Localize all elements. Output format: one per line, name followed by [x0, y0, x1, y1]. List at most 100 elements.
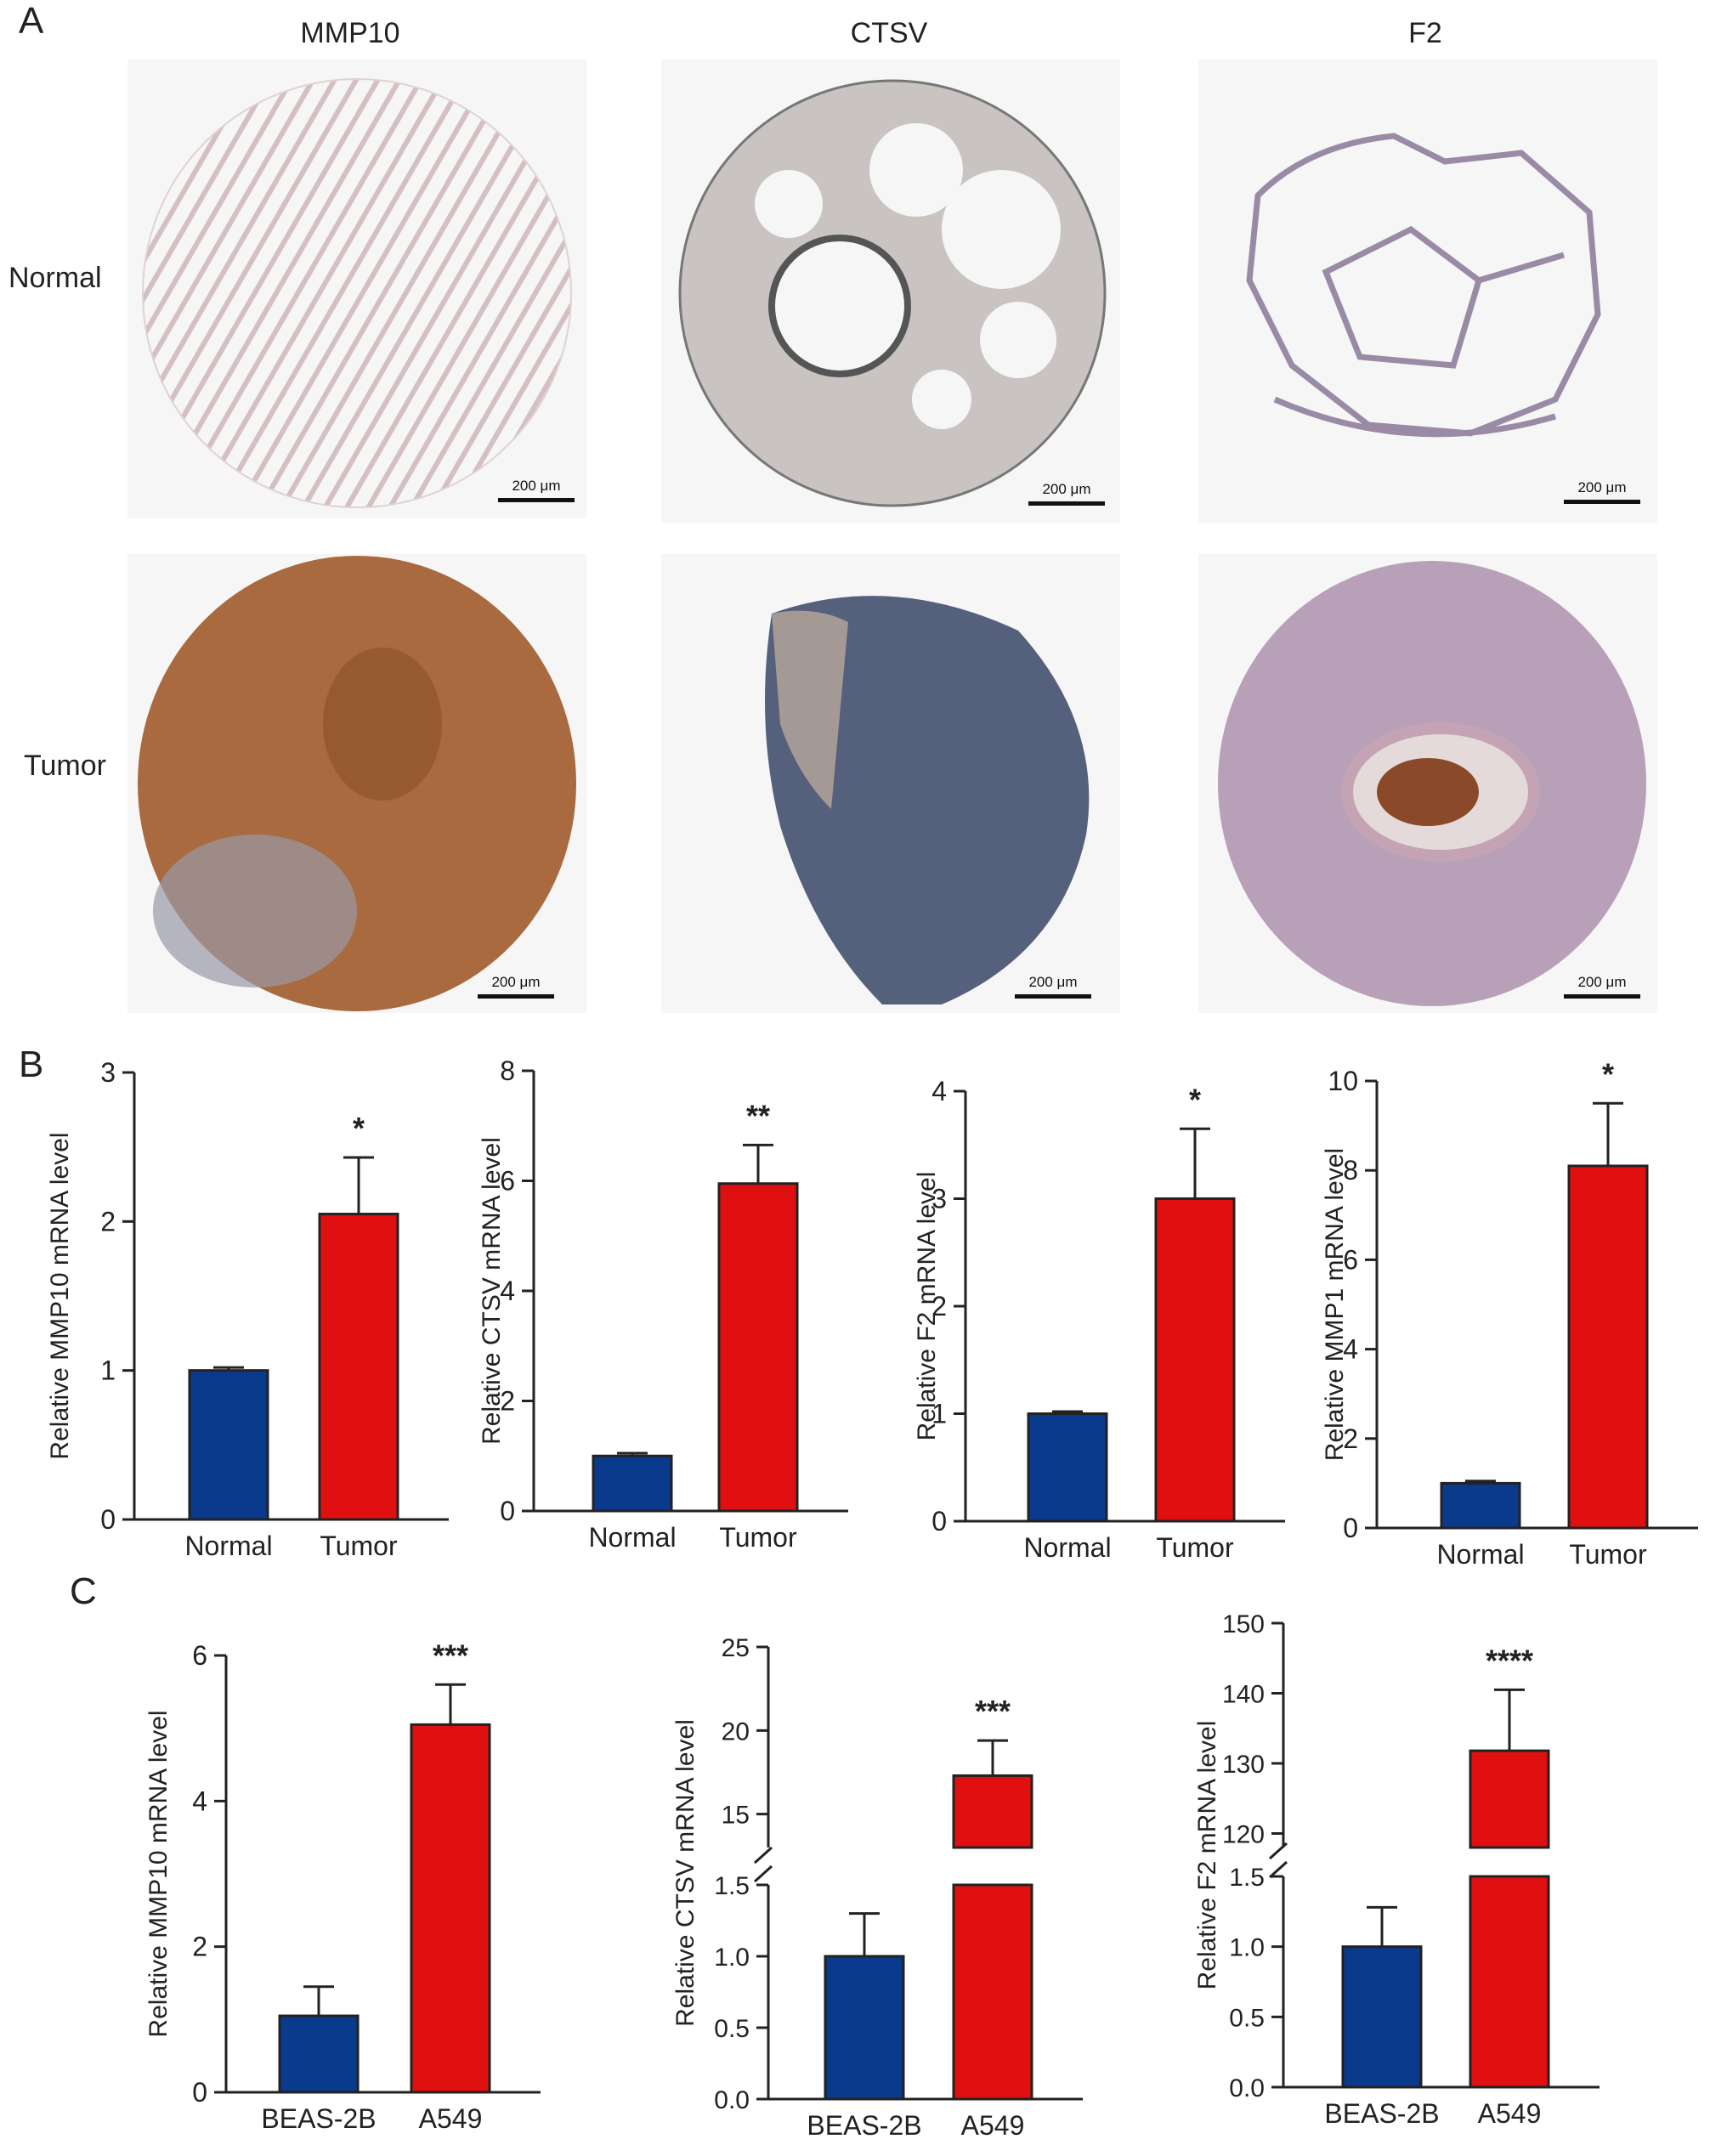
chart-b-ctsv: 0 2 4 6 8 Normal ** Tumor Relative CTSV mRNA lev… [478, 1055, 848, 1553]
ihc-col-label-ctsv: CTSV [850, 17, 928, 49]
y-tick-label: 8 [1343, 1155, 1358, 1186]
significance-label: * [1602, 1056, 1614, 1091]
x-tick-label: BEAS-2B [807, 2110, 921, 2141]
y-axis-label: Relative F2 mRNA level [913, 1172, 941, 1441]
y-tick-label: 2 [192, 1932, 207, 1962]
y-tick-label: 0 [192, 2077, 207, 2108]
bar-1 [410, 1723, 491, 2094]
scale-bar: 200 μm [478, 974, 554, 999]
bar-lower-1 [1469, 1875, 1550, 2089]
y-tick-label: 25 [722, 1634, 750, 1662]
x-tick-label: A549 [961, 2110, 1025, 2141]
y-axis-label: Relative CTSV mRNA level [478, 1137, 506, 1445]
y-tick-label: 0 [100, 1504, 116, 1535]
y-tick-label: 120 [1222, 1821, 1265, 1849]
scale-bar: 200 μm [498, 478, 575, 502]
y-tick-label: 0 [931, 1506, 947, 1536]
significance-label: *** [433, 1638, 468, 1672]
chart-b-mmp1: 0 2 4 6 8 10 Normal * Tumor Relative MMP1 mRNA le… [1321, 1056, 1698, 1570]
bar-0 [592, 1454, 673, 1513]
x-tick-label: A549 [419, 2103, 483, 2134]
y-tick-label: 0 [500, 1496, 515, 1526]
significance-label: * [1189, 1082, 1201, 1117]
panel-letter-a: A [19, 0, 44, 42]
chart-b-f2: 0 1 2 3 4 Normal * Tumor Relative F2 mRNA level [913, 1076, 1285, 1563]
y-tick-label: 20 [722, 1717, 750, 1746]
y-tick-label: 1.0 [714, 1944, 750, 1972]
ihc-image-ctsv-tumor: 200 μm [661, 554, 1120, 1013]
y-tick-label: 0 [1343, 1513, 1358, 1543]
y-tick-label: 4 [1343, 1334, 1358, 1365]
y-tick-label: 0.5 [1229, 2004, 1265, 2032]
significance-label: *** [975, 1694, 1011, 1729]
chart-body: 0 1 2 3 4 Normal * Tumor Relative F2 mRNA level [913, 1076, 1285, 1563]
ihc-image-ctsv-normal: 200 μm [661, 59, 1120, 523]
chart-body: 0.0 0.5 1.0 1.5 120 130 140 150 BEAS-2B **** A549 R… [1193, 1610, 1600, 2129]
bar-0 [188, 1369, 269, 1521]
ihc-image-mmp10-tumor: 200 μm [127, 554, 586, 1013]
axis-break-mark [753, 1865, 773, 1883]
y-tick-label: 10 [1328, 1066, 1358, 1096]
bar-0 [1027, 1412, 1108, 1523]
y-tick-label: 2 [931, 1291, 947, 1321]
y-tick-label: 140 [1222, 1681, 1265, 1709]
bar-1 [1154, 1197, 1236, 1523]
chart-c-f2: 0.0 0.5 1.0 1.5 120 130 140 150 BEAS-2B **** A549 R… [1193, 1610, 1600, 2129]
y-axis-label: Relative F2 mRNA level [1193, 1721, 1221, 1990]
axis-break-mark [1268, 1860, 1288, 1879]
bar-0 [278, 2014, 360, 2094]
x-tick-label: Tumor [1156, 1532, 1234, 1563]
chart-body: 0 2 4 6 BEAS-2B *** A549 Relative MMP10 mRNA le… [144, 1638, 541, 2134]
x-tick-label: Normal [588, 1522, 676, 1553]
panel-letter-c: C [70, 1570, 97, 1612]
x-tick-label: Normal [184, 1531, 272, 1561]
chart-body: 0 1 2 3 Normal * Tumor Relative MMP10 mRNA leve… [46, 1057, 449, 1561]
bar-1 [717, 1182, 799, 1513]
bar-upper-1 [952, 1774, 1033, 1849]
chart-c-ctsv: 0.0 0.5 1.0 1.5 15 20 25 BEAS-2B *** A549 Relative… [671, 1634, 1083, 2141]
axis-break-mark [1268, 1842, 1288, 1860]
chart-c-mmp10: 0 2 4 6 BEAS-2B *** A549 Relative MMP10 mRNA le… [144, 1638, 541, 2134]
y-axis-label: Relative MMP1 mRNA level [1321, 1148, 1349, 1461]
y-tick-label: 2 [100, 1206, 116, 1236]
y-tick-label: 0.5 [714, 2015, 750, 2043]
y-tick-label: 15 [722, 1802, 750, 1830]
y-tick-label: 8 [500, 1055, 515, 1086]
x-tick-label: Tumor [719, 1522, 797, 1553]
y-tick-label: 0.0 [714, 2086, 750, 2114]
ihc-col-label-mmp10: MMP10 [300, 17, 400, 49]
y-tick-label: 2 [1343, 1423, 1358, 1454]
y-tick-label: 4 [192, 1785, 207, 1816]
y-tick-label: 3 [931, 1184, 947, 1214]
scale-bar: 200 μm [1015, 974, 1091, 999]
y-tick-label: 6 [1343, 1244, 1358, 1275]
bar-lower-1 [952, 1883, 1033, 2101]
y-tick-label: 2 [500, 1386, 515, 1417]
y-tick-label: 130 [1222, 1751, 1265, 1779]
axis-break-mark [753, 1846, 773, 1865]
x-tick-label: BEAS-2B [1324, 2098, 1439, 2129]
y-tick-label: 6 [500, 1166, 515, 1197]
y-tick-label: 1.5 [1229, 1864, 1265, 1892]
significance-label: **** [1486, 1643, 1533, 1678]
y-axis-label: Relative CTSV mRNA level [671, 1719, 699, 2027]
y-tick-label: 3 [100, 1057, 116, 1088]
y-tick-label: 6 [192, 1640, 207, 1671]
chart-body: 0.0 0.5 1.0 1.5 15 20 25 BEAS-2B *** A549 Relative… [671, 1634, 1083, 2141]
x-tick-label: Tumor [1569, 1539, 1647, 1570]
y-tick-label: 1 [100, 1355, 116, 1386]
significance-label: ** [746, 1098, 770, 1133]
bar-0 [1440, 1481, 1521, 1530]
scale-bar: 200 μm [1564, 974, 1640, 999]
y-tick-label: 1.5 [714, 1872, 750, 1900]
bar-0 [1341, 1945, 1423, 2089]
ihc-image-mmp10-normal: 200 μm [127, 59, 586, 518]
scale-bar: 200 μm [1028, 481, 1105, 506]
panel-letter-b: B [19, 1044, 44, 1085]
x-tick-label: BEAS-2B [261, 2103, 376, 2134]
chart-b-mmp10: 0 1 2 3 Normal * Tumor Relative MMP10 mRNA leve… [46, 1057, 449, 1561]
bar-1 [318, 1213, 399, 1521]
bar-1 [1567, 1164, 1649, 1530]
ihc-row-label-normal: Normal [8, 262, 102, 294]
y-axis-label: Relative MMP10 mRNA level [144, 1710, 173, 2037]
